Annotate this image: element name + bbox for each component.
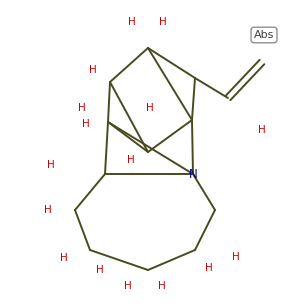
Text: H: H [205, 263, 213, 273]
Text: H: H [60, 253, 68, 263]
Text: H: H [124, 281, 132, 291]
Text: H: H [159, 17, 167, 27]
Text: H: H [127, 155, 135, 165]
Text: H: H [78, 103, 86, 113]
Text: H: H [158, 281, 166, 291]
Text: H: H [128, 17, 136, 27]
Text: H: H [82, 119, 90, 129]
Text: H: H [146, 103, 154, 113]
Text: N: N [189, 168, 197, 181]
Text: H: H [89, 65, 97, 75]
Text: H: H [258, 125, 266, 135]
Text: H: H [96, 265, 104, 275]
Text: H: H [232, 252, 240, 262]
Text: H: H [44, 205, 52, 215]
Text: H: H [47, 160, 55, 170]
Text: Abs: Abs [254, 30, 274, 40]
